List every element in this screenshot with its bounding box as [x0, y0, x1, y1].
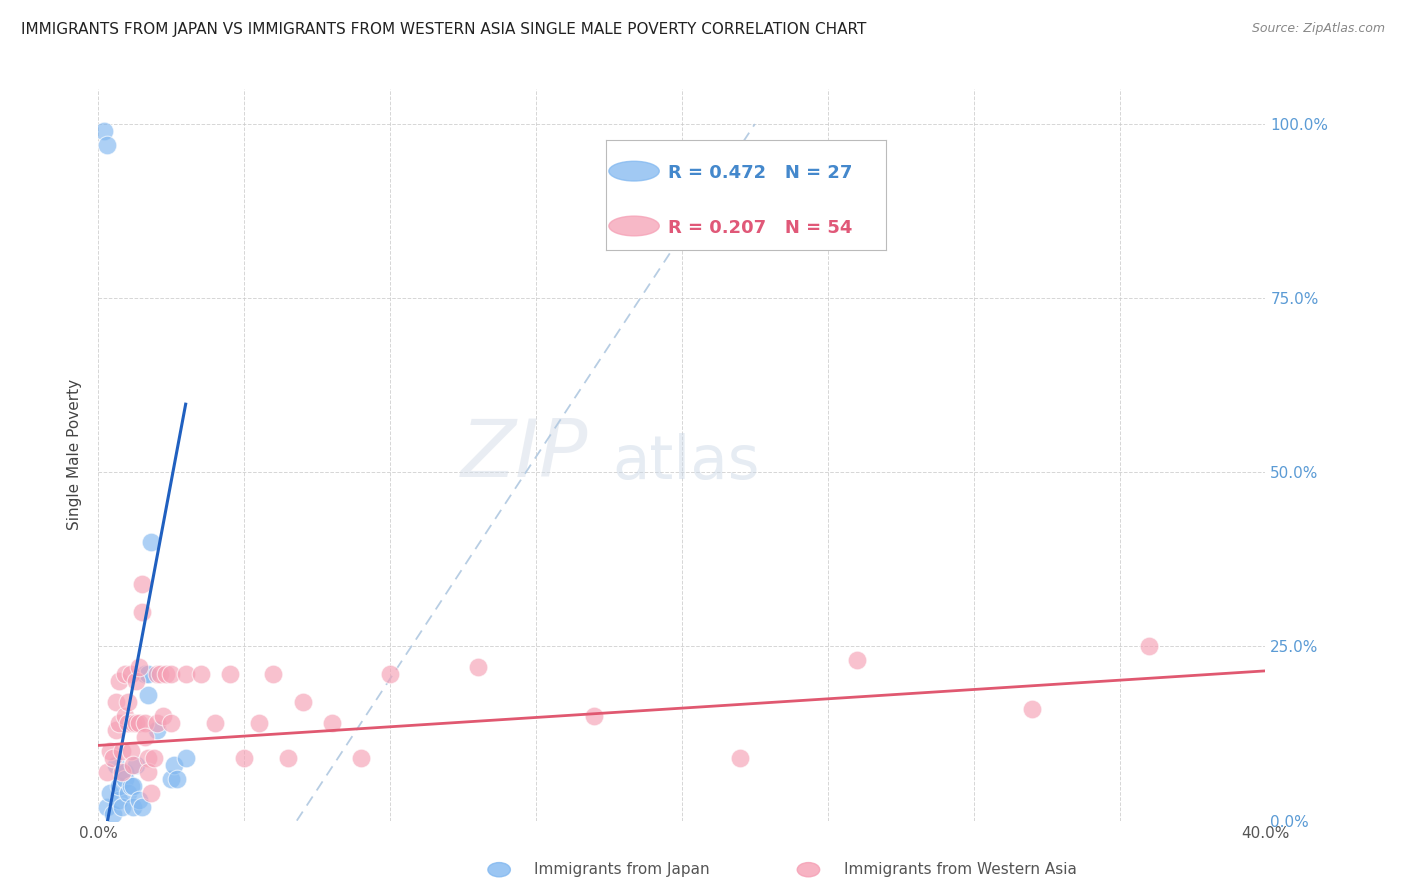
Point: [146, 723, 169, 737]
Point: [583, 709, 606, 723]
Point: [262, 667, 284, 681]
Point: [104, 723, 127, 737]
Point: [117, 695, 139, 709]
Point: [114, 709, 136, 723]
Point: [122, 758, 145, 772]
Point: [146, 716, 169, 731]
Point: [117, 786, 139, 800]
Point: [136, 764, 159, 779]
Point: [218, 667, 240, 681]
Point: [136, 667, 159, 681]
Point: [114, 667, 136, 681]
Point: [125, 758, 148, 772]
Point: [125, 716, 148, 731]
Point: [277, 751, 299, 765]
Point: [233, 751, 256, 765]
Point: [146, 667, 169, 681]
Point: [111, 764, 134, 779]
Point: [190, 667, 212, 681]
Point: [108, 779, 131, 793]
Point: [96, 764, 118, 779]
Point: [98, 744, 121, 758]
Point: [160, 772, 183, 786]
Point: [1021, 702, 1043, 716]
Point: [134, 716, 156, 731]
Point: [467, 660, 489, 674]
Point: [204, 716, 226, 731]
Text: R = 0.472   N = 27: R = 0.472 N = 27: [668, 164, 852, 182]
Point: [111, 799, 134, 814]
Text: Immigrants from Western Asia: Immigrants from Western Asia: [844, 863, 1077, 877]
Point: [96, 137, 118, 152]
Point: [120, 744, 142, 758]
Point: [166, 772, 188, 786]
Point: [174, 751, 197, 765]
Point: [108, 793, 131, 807]
Point: [160, 716, 183, 731]
Circle shape: [609, 216, 659, 235]
Y-axis label: Single Male Poverty: Single Male Poverty: [67, 379, 83, 531]
Point: [114, 764, 136, 779]
Point: [378, 667, 402, 681]
Point: [128, 660, 150, 674]
Point: [117, 716, 139, 731]
Point: [125, 674, 148, 689]
Point: [114, 772, 136, 786]
Text: Immigrants from Japan: Immigrants from Japan: [534, 863, 710, 877]
Point: [108, 716, 131, 731]
Point: [247, 716, 270, 731]
Text: IMMIGRANTS FROM JAPAN VS IMMIGRANTS FROM WESTERN ASIA SINGLE MALE POVERTY CORREL: IMMIGRANTS FROM JAPAN VS IMMIGRANTS FROM…: [21, 22, 866, 37]
Point: [128, 716, 150, 731]
Point: [131, 576, 153, 591]
Point: [134, 730, 156, 744]
Point: [139, 535, 162, 549]
Point: [321, 716, 343, 731]
Point: [728, 751, 751, 765]
Point: [120, 667, 142, 681]
Point: [160, 667, 183, 681]
Point: [136, 751, 159, 765]
Point: [101, 751, 124, 765]
Point: [134, 667, 156, 681]
Point: [122, 799, 145, 814]
Point: [122, 779, 145, 793]
Point: [291, 695, 314, 709]
Point: [174, 667, 197, 681]
Point: [155, 667, 177, 681]
Point: [93, 124, 115, 138]
Point: [136, 688, 159, 702]
Point: [120, 779, 142, 793]
Point: [350, 751, 373, 765]
Point: [101, 806, 124, 821]
Point: [845, 653, 868, 667]
Point: [108, 674, 131, 689]
Point: [163, 758, 186, 772]
Point: [104, 695, 127, 709]
Point: [149, 667, 172, 681]
Text: ZIP: ZIP: [461, 416, 589, 494]
Circle shape: [609, 161, 659, 181]
Point: [128, 793, 150, 807]
Point: [104, 758, 127, 772]
Text: Source: ZipAtlas.com: Source: ZipAtlas.com: [1251, 22, 1385, 36]
Point: [152, 709, 174, 723]
Point: [96, 799, 118, 814]
Point: [142, 751, 165, 765]
Point: [131, 799, 153, 814]
Point: [131, 605, 153, 619]
Point: [1137, 640, 1160, 654]
Text: atlas: atlas: [612, 433, 759, 491]
Point: [111, 744, 134, 758]
Point: [139, 786, 162, 800]
Point: [98, 786, 121, 800]
Point: [122, 716, 145, 731]
Text: R = 0.207   N = 54: R = 0.207 N = 54: [668, 219, 852, 237]
